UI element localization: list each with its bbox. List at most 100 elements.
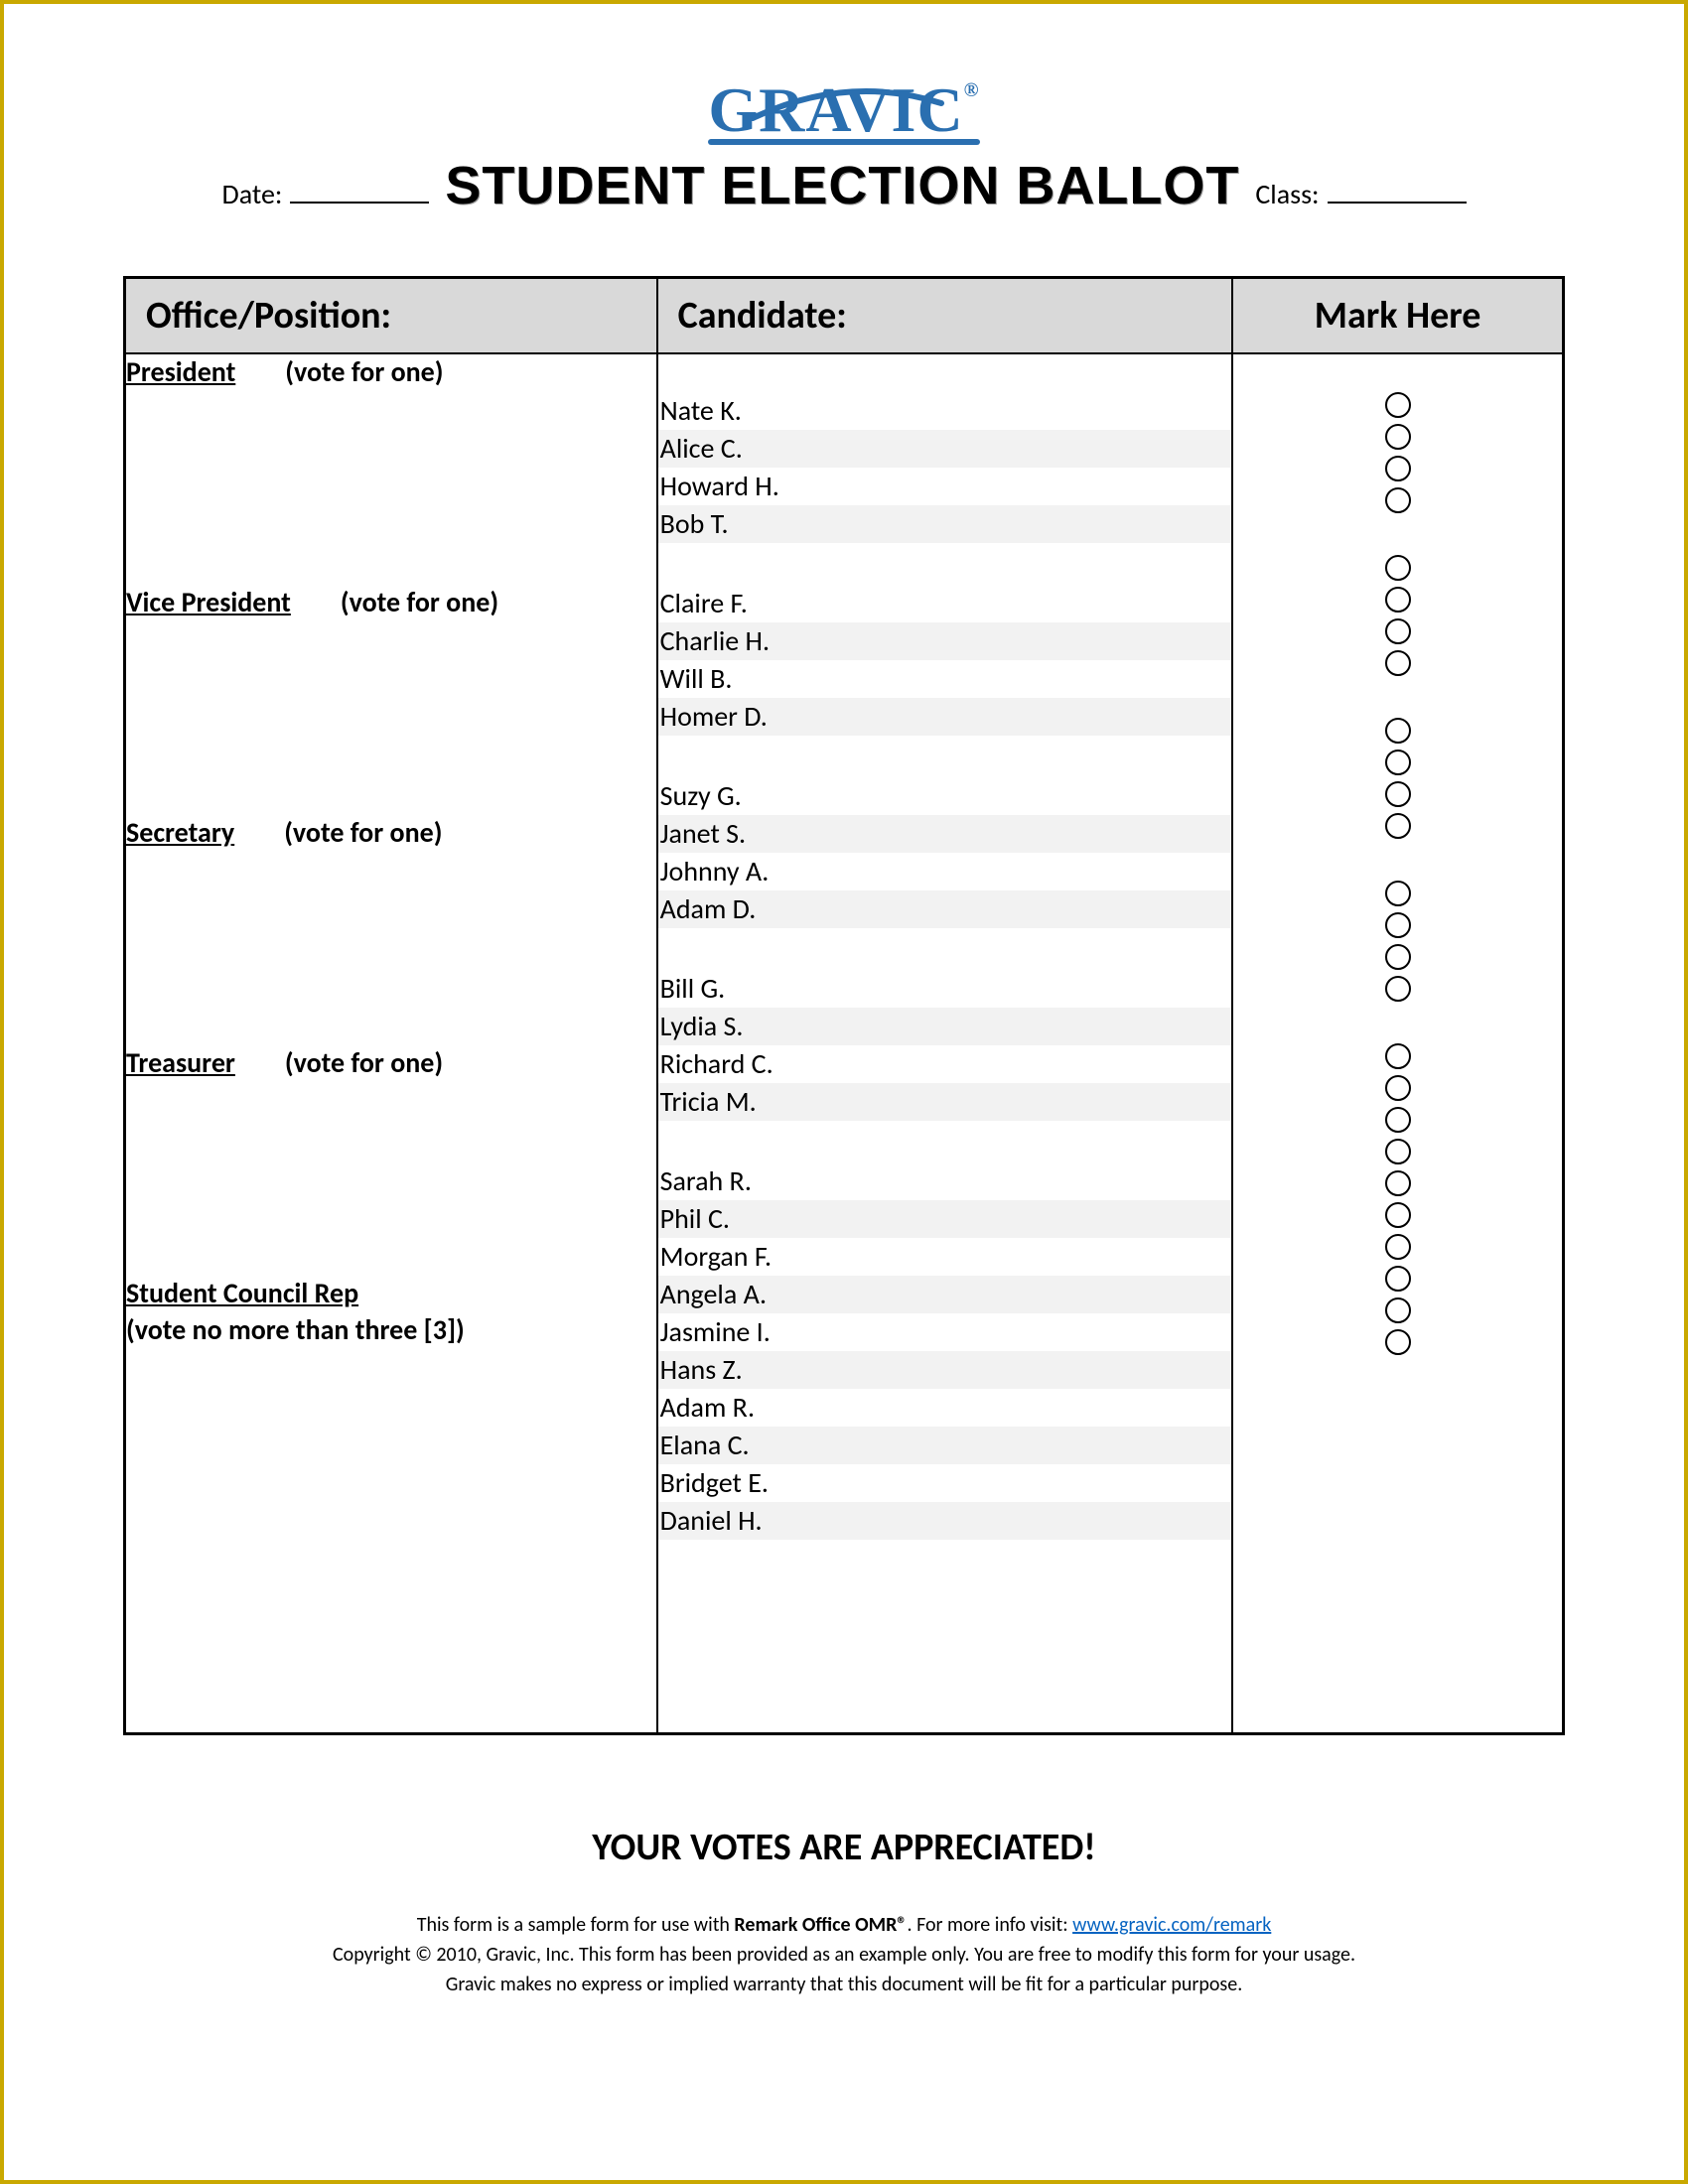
- candidate-name: Suzy G.: [658, 778, 742, 813]
- footer-link[interactable]: www.gravic.com/remark: [1072, 1913, 1271, 1937]
- candidate-row: Sarah R.: [658, 1162, 1232, 1200]
- vote-instruction: (vote for one): [284, 815, 442, 850]
- candidate-row: Johnny A.: [658, 853, 1232, 890]
- footer-line-3: Gravic makes no express or implied warra…: [123, 1970, 1565, 1999]
- candidate-row: Morgan F.: [658, 1238, 1232, 1276]
- vote-bubble[interactable]: [1385, 881, 1411, 906]
- bubble-group: [1233, 881, 1562, 1002]
- candidate-name: Jasmine I.: [658, 1314, 771, 1349]
- candidate-group: Sarah R.Phil C.Morgan F.Angela A.Jasmine…: [658, 1162, 1232, 1540]
- candidate-name: Richard C.: [658, 1046, 774, 1081]
- vote-bubble[interactable]: [1385, 1202, 1411, 1228]
- vote-bubble[interactable]: [1385, 781, 1411, 807]
- vote-bubble[interactable]: [1385, 456, 1411, 481]
- candidate-name: Morgan F.: [658, 1239, 773, 1274]
- vote-bubble[interactable]: [1385, 487, 1411, 513]
- candidate-row: Richard C.: [658, 1045, 1232, 1083]
- class-field[interactable]: [1328, 180, 1467, 204]
- vote-bubble[interactable]: [1385, 1234, 1411, 1260]
- candidate-name: Howard H.: [658, 469, 779, 503]
- candidate-name: Daniel H.: [658, 1503, 763, 1538]
- office-block: Treasurer (vote for one): [126, 1045, 656, 1234]
- candidate-name: Lydia S.: [658, 1009, 744, 1043]
- candidate-name: Nate K.: [658, 393, 742, 428]
- class-label: Class:: [1255, 177, 1319, 211]
- col-header-mark: Mark Here: [1232, 278, 1563, 354]
- logo-text: GRAVIC: [708, 74, 963, 145]
- vote-bubble[interactable]: [1385, 813, 1411, 839]
- candidate-row: Nate K.: [658, 392, 1232, 430]
- vote-bubble[interactable]: [1385, 718, 1411, 744]
- candidate-group: Bill G.Lydia S.Richard C.Tricia M.: [658, 970, 1232, 1121]
- candidate-group: Suzy G.Janet S.Johnny A.Adam D.: [658, 777, 1232, 928]
- vote-bubble[interactable]: [1385, 1075, 1411, 1101]
- office-block: Secretary(vote for one): [126, 815, 656, 1004]
- footer-thanks: YOUR VOTES ARE APPRECIATED!: [123, 1825, 1565, 1870]
- col-header-candidate: Candidate:: [657, 278, 1233, 354]
- candidate-name: Alice C.: [658, 431, 743, 466]
- candidate-row: Bill G.: [658, 970, 1232, 1008]
- candidate-row: Suzy G.: [658, 777, 1232, 815]
- office-name: Vice President: [126, 585, 291, 619]
- vote-bubble[interactable]: [1385, 750, 1411, 775]
- vote-bubble[interactable]: [1385, 1329, 1411, 1355]
- vote-bubble[interactable]: [1385, 555, 1411, 581]
- vote-bubble[interactable]: [1385, 1107, 1411, 1133]
- candidate-row: Bridget E.: [658, 1464, 1232, 1502]
- candidate-name: Will B.: [658, 661, 733, 696]
- candidate-name: Adam R.: [658, 1390, 755, 1425]
- col-header-office: Office/Position:: [125, 278, 657, 354]
- footer-line-2: Copyright © 2010, Gravic, Inc. This form…: [123, 1940, 1565, 1970]
- candidate-row: Elana C.: [658, 1427, 1232, 1464]
- vote-bubble[interactable]: [1385, 618, 1411, 644]
- candidate-name: Homer D.: [658, 699, 768, 734]
- vote-bubble[interactable]: [1385, 587, 1411, 613]
- vote-bubble[interactable]: [1385, 392, 1411, 418]
- bubble-group: [1233, 392, 1562, 513]
- candidate-group: Nate K.Alice C.Howard H.Bob T.: [658, 392, 1232, 543]
- vote-instruction: (vote for one): [341, 585, 498, 619]
- candidate-row: Homer D.: [658, 698, 1232, 736]
- footer-line-1: This form is a sample form for use with …: [123, 1910, 1565, 1940]
- candidate-row: Lydia S.: [658, 1008, 1232, 1045]
- vote-bubble[interactable]: [1385, 1266, 1411, 1292]
- date-field[interactable]: [290, 180, 429, 204]
- candidate-name: Bridget E.: [658, 1465, 769, 1500]
- vote-bubble[interactable]: [1385, 650, 1411, 676]
- office-name: Treasurer: [126, 1045, 235, 1080]
- office-block: Student Council Rep(vote no more than th…: [126, 1276, 656, 1691]
- vote-bubble[interactable]: [1385, 1297, 1411, 1323]
- gravic-logo: GRAVIC®: [708, 73, 979, 145]
- table-header-row: Office/Position: Candidate: Mark Here: [125, 278, 1564, 354]
- vote-bubble[interactable]: [1385, 976, 1411, 1002]
- candidate-name: Hans Z.: [658, 1352, 743, 1387]
- candidate-row: Hans Z.: [658, 1351, 1232, 1389]
- candidate-row: Claire F.: [658, 585, 1232, 622]
- vote-bubble[interactable]: [1385, 424, 1411, 450]
- vote-instruction: (vote for one): [285, 1045, 443, 1080]
- vote-bubble[interactable]: [1385, 944, 1411, 970]
- candidate-row: Daniel H.: [658, 1502, 1232, 1540]
- candidate-column: Nate K.Alice C.Howard H.Bob T. Claire F.C…: [657, 353, 1233, 1734]
- candidate-row: Howard H.: [658, 468, 1232, 505]
- office-column: President (vote for one) Vice President (vo…: [125, 353, 657, 1734]
- candidate-name: Bob T.: [658, 506, 729, 541]
- vote-bubble[interactable]: [1385, 1170, 1411, 1196]
- vote-bubble[interactable]: [1385, 1139, 1411, 1164]
- vote-bubble[interactable]: [1385, 912, 1411, 938]
- candidate-row: Alice C.: [658, 430, 1232, 468]
- candidate-name: Sarah R.: [658, 1163, 752, 1198]
- vote-bubble[interactable]: [1385, 1043, 1411, 1069]
- candidate-row: Angela A.: [658, 1276, 1232, 1313]
- candidate-name: Bill G.: [658, 971, 726, 1006]
- header-row: Date: Student Election Ballot Class:: [123, 155, 1565, 216]
- candidate-row: Charlie H.: [658, 622, 1232, 660]
- logo-area: GRAVIC®: [123, 73, 1565, 145]
- candidate-name: Tricia M.: [658, 1084, 757, 1119]
- candidate-name: Phil C.: [658, 1201, 730, 1236]
- candidate-row: Tricia M.: [658, 1083, 1232, 1121]
- candidate-name: Claire F.: [658, 586, 748, 620]
- vote-instruction: (vote no more than three [3]): [126, 1312, 656, 1347]
- office-name: President: [126, 354, 235, 389]
- candidate-row: Phil C.: [658, 1200, 1232, 1238]
